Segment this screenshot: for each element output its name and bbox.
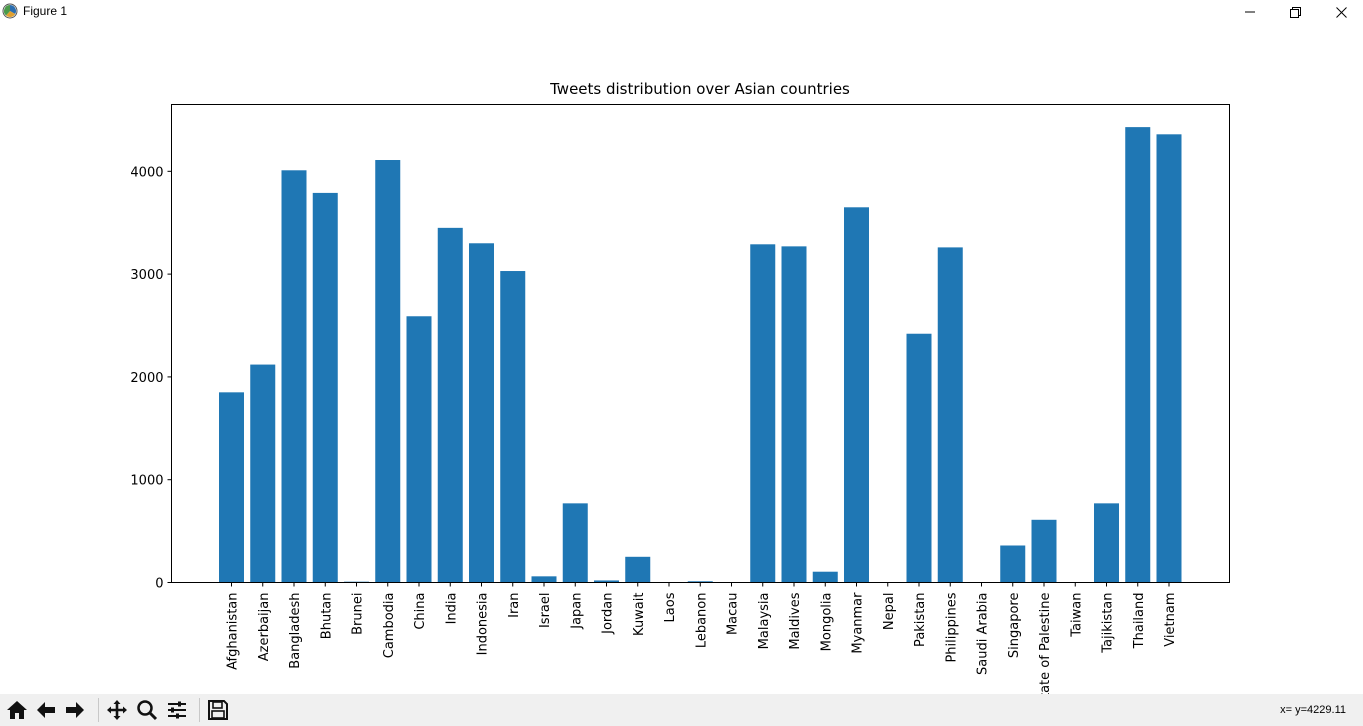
bar-israel [531,576,557,583]
home-button[interactable] [4,697,30,723]
bar-bangladesh [281,170,307,583]
x-tick-label: Taiwan [1069,593,1084,638]
bar-philippines [937,247,963,583]
x-tick-label: India [444,593,459,625]
x-tick-label: Lebanon [694,593,709,649]
bar-afghanistan [219,392,244,583]
x-tick-label: Kuwait [632,593,647,636]
maximize-button[interactable] [1272,0,1318,24]
navigation-toolbar: x= y=4229.11 [0,694,1363,726]
bar-jordan [594,580,619,583]
window-title: Figure 1 [23,4,68,18]
x-tick-label: Malaysia [757,593,772,650]
bar-cambodia [375,160,401,583]
close-icon [1335,6,1347,18]
bar-indonesia [469,243,494,583]
x-tick-label: Azerbaijan [257,593,272,662]
x-tick-label: Thailand [1132,593,1147,650]
bar-thailand [1125,127,1151,583]
y-tick-label: 0 [155,577,163,592]
forward-button[interactable] [62,697,88,723]
x-tick-label: Philippines [944,592,959,662]
cursor-coordinates: x= y=4229.11 [1280,704,1346,716]
x-tick-label: Afghanistan [226,593,241,670]
x-tick-label: Brunei [351,593,366,635]
bar-malaysia [750,244,776,583]
bar-mongolia [812,571,838,583]
x-tick-label: Macau [726,593,741,636]
y-tick-label: 3000 [130,268,163,283]
bar-india [437,227,463,583]
bar-myanmar [844,207,869,583]
bar-kuwait [625,556,651,583]
x-tick-label: Jordan [601,593,616,635]
bar-azerbaijan [250,364,276,583]
minimize-icon [1245,11,1255,13]
toolbar-separator [98,698,99,722]
bar-china [406,316,432,583]
configure-subplots-button[interactable] [164,697,190,723]
figure-canvas[interactable]: Tweets distribution over Asian countries… [0,24,1363,706]
x-tick-label: Mongolia [819,593,834,652]
back-icon [37,702,55,718]
x-tick-label: Bhutan [319,593,334,640]
zoom-button[interactable] [134,697,160,723]
x-tick-label: Laos [663,592,678,622]
x-tick-label: Israel [538,593,553,629]
bar-vietnam [1156,134,1182,583]
maximize-icon [1289,6,1301,18]
bar-tajikistan [1094,503,1119,583]
x-tick-label: Japan [569,593,584,630]
x-tick-label: Bangladesh [288,593,303,669]
bar-chart: Tweets distribution over Asian countries… [130,80,1230,706]
bar-state-of-palestine [1031,519,1057,583]
bar-pakistan [906,333,932,583]
pan-button[interactable] [104,697,130,723]
zoom-icon [137,700,158,721]
save-button[interactable] [205,697,231,723]
y-tick-label: 1000 [130,474,163,489]
y-tick-label: 4000 [130,165,163,180]
x-tick-label: Iran [507,593,522,618]
x-tick-label: Indonesia [476,593,491,656]
forward-icon [66,702,84,718]
x-tick-label: China [413,593,428,630]
back-button[interactable] [33,697,59,723]
save-icon [208,700,228,720]
x-tick-label: Myanmar [851,592,866,654]
x-tick-label: Singapore [1007,593,1022,659]
window-titlebar: Figure 1 [0,0,1363,24]
x-tick-label: Maldives [788,592,803,649]
toolbar-separator [199,698,200,722]
chart-title: Tweets distribution over Asian countries [549,80,850,98]
minimize-button[interactable] [1227,0,1273,24]
configure-subplots-icon [168,701,186,719]
pan-icon [107,700,127,720]
x-tick-label: Nepal [882,593,897,631]
x-tick-label: Cambodia [382,593,397,659]
close-button[interactable] [1318,0,1363,24]
x-tick-label: Vietnam [1163,593,1178,647]
bar-lebanon [687,581,713,583]
home-icon [7,701,27,719]
x-tick-label: Saudi Arabia [976,593,991,676]
bar-iran [500,271,526,583]
bar-maldives [781,246,807,583]
x-tick-label: Tajikistan [1101,593,1116,654]
bar-singapore [1000,545,1026,583]
app-icon [2,3,18,19]
y-tick-label: 2000 [130,371,163,386]
x-tick-label: Pakistan [913,593,928,647]
x-tick-label: State of Palestine [1038,593,1053,695]
bar-japan [562,503,588,583]
bar-bhutan [312,192,338,583]
